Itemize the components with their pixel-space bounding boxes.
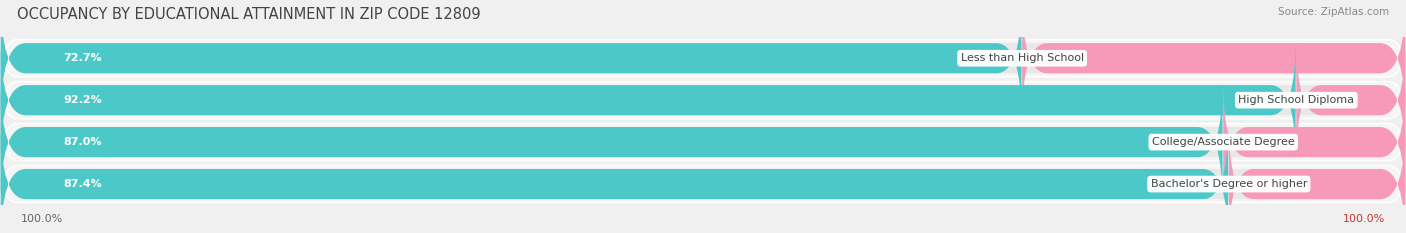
Text: OCCUPANCY BY EDUCATIONAL ATTAINMENT IN ZIP CODE 12809: OCCUPANCY BY EDUCATIONAL ATTAINMENT IN Z… bbox=[17, 7, 481, 22]
FancyBboxPatch shape bbox=[0, 110, 1406, 174]
FancyBboxPatch shape bbox=[1, 124, 1229, 233]
Text: 100.0%: 100.0% bbox=[21, 214, 63, 224]
FancyBboxPatch shape bbox=[1, 40, 1296, 161]
FancyBboxPatch shape bbox=[1, 40, 1406, 161]
FancyBboxPatch shape bbox=[1, 82, 1406, 202]
FancyBboxPatch shape bbox=[1, 0, 1021, 119]
Text: 87.0%: 87.0% bbox=[63, 137, 101, 147]
Text: Source: ZipAtlas.com: Source: ZipAtlas.com bbox=[1278, 7, 1389, 17]
FancyBboxPatch shape bbox=[1296, 40, 1406, 161]
Text: College/Associate Degree: College/Associate Degree bbox=[1152, 137, 1295, 147]
Text: 72.7%: 72.7% bbox=[63, 53, 101, 63]
Text: 87.4%: 87.4% bbox=[63, 179, 103, 189]
FancyBboxPatch shape bbox=[0, 27, 1406, 90]
Text: High School Diploma: High School Diploma bbox=[1239, 95, 1354, 105]
FancyBboxPatch shape bbox=[1229, 124, 1406, 233]
Text: Less than High School: Less than High School bbox=[960, 53, 1084, 63]
FancyBboxPatch shape bbox=[1, 124, 1406, 233]
Text: 100.0%: 100.0% bbox=[1343, 214, 1385, 224]
FancyBboxPatch shape bbox=[0, 152, 1406, 216]
FancyBboxPatch shape bbox=[1, 82, 1223, 202]
FancyBboxPatch shape bbox=[1, 0, 1406, 119]
FancyBboxPatch shape bbox=[1223, 82, 1406, 202]
Text: 92.2%: 92.2% bbox=[63, 95, 103, 105]
Text: Bachelor's Degree or higher: Bachelor's Degree or higher bbox=[1150, 179, 1308, 189]
FancyBboxPatch shape bbox=[0, 69, 1406, 132]
FancyBboxPatch shape bbox=[1022, 0, 1406, 119]
